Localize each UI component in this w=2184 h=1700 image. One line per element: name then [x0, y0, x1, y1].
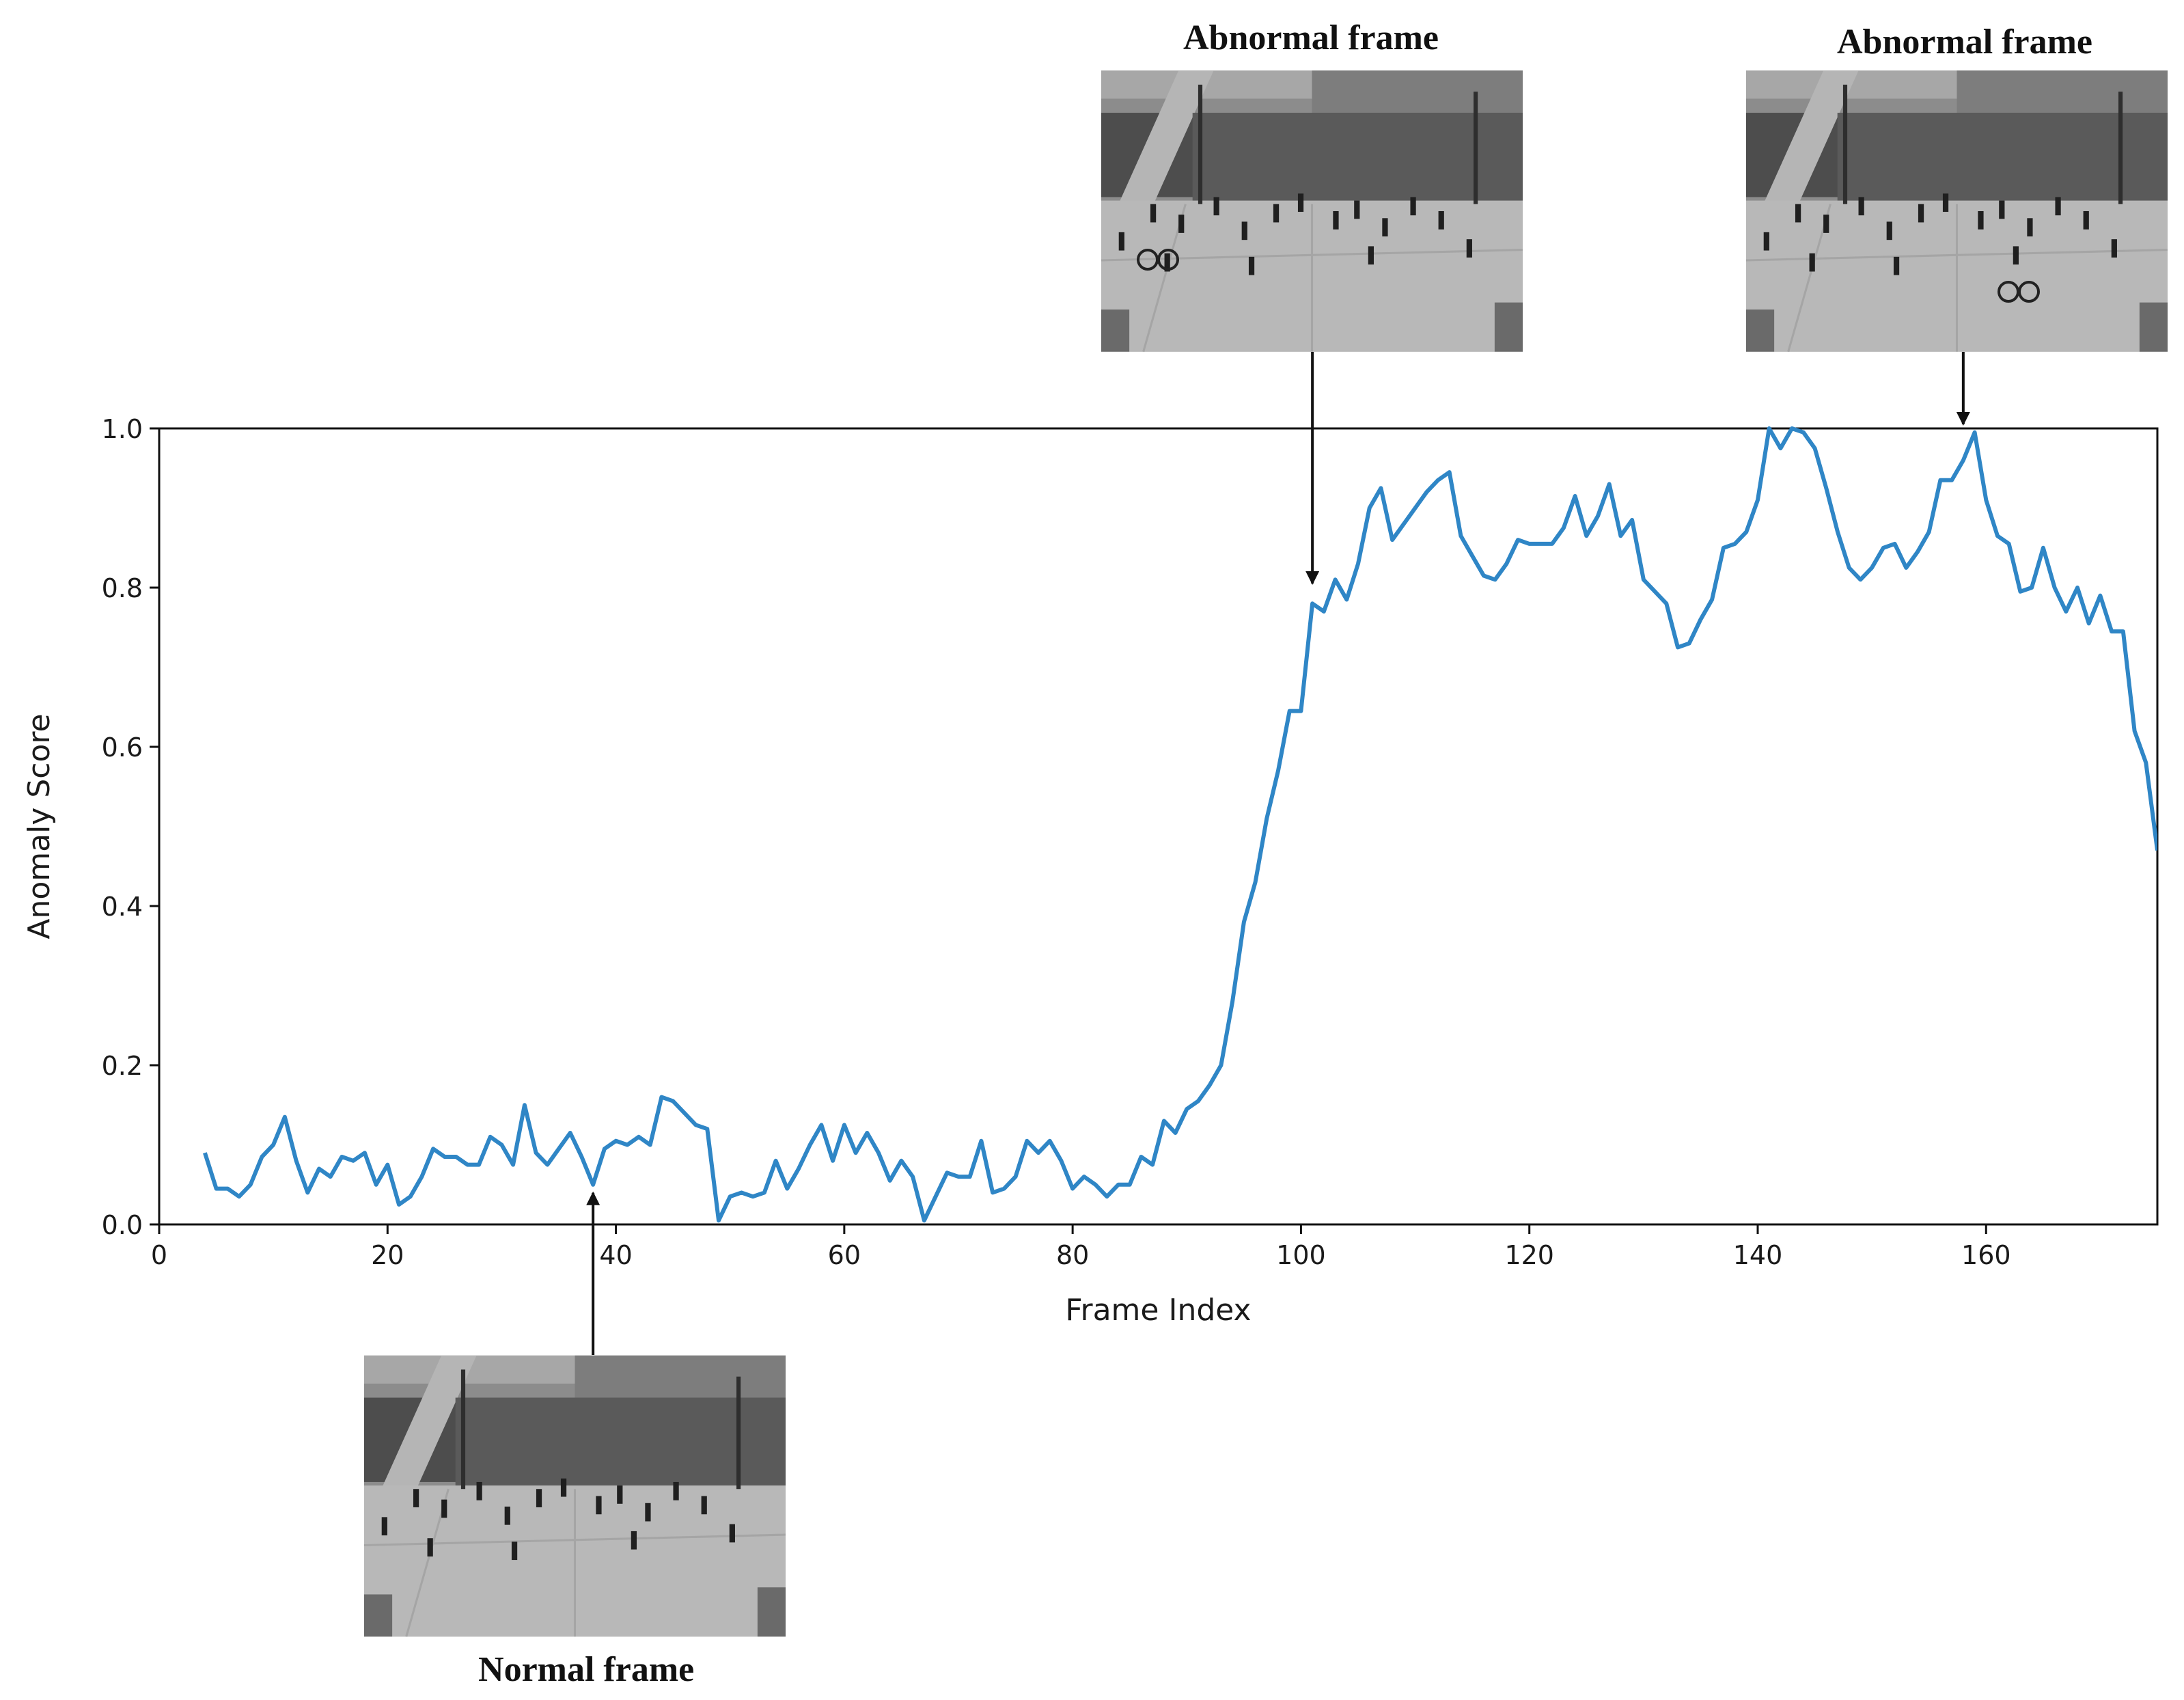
abnormal-frame-thumbnail-1: [1101, 70, 1523, 352]
normal-frame-thumbnail: [364, 1355, 786, 1637]
plot-area: 0 20 40 60 80 100 120 140 160 0.0 0.2 0.4 0.6 0.8 1.0 F…: [22, 414, 2159, 1328]
x-tick-label: 140: [1733, 1240, 1783, 1270]
x-tick-label: 20: [371, 1240, 404, 1270]
y-tick-label: 0.2: [102, 1051, 143, 1081]
x-tick-label: 40: [599, 1240, 632, 1270]
x-tick-label: 100: [1276, 1240, 1326, 1270]
x-tick-label: 80: [1056, 1240, 1089, 1270]
y-axis-title: Anomaly Score: [22, 713, 57, 939]
x-tick-label: 60: [828, 1240, 861, 1270]
abnormal-frame-caption-1: Abnormal frame: [1183, 18, 1439, 57]
x-axis-title: Frame Index: [1065, 1293, 1251, 1328]
abnormal-frame-caption-2: Abnormal frame: [1837, 23, 2092, 61]
plot-frame: [158, 427, 2159, 1226]
y-tick-label: 0.0: [102, 1210, 143, 1240]
annotation-layer: Normal frame Abnormal frame Abnormal frame: [478, 18, 2092, 1689]
y-tick-label: 0.6: [102, 732, 143, 763]
normal-frame-caption: Normal frame: [478, 1650, 694, 1689]
series-line-0: [203, 426, 2157, 1223]
x-tick-label: 0: [151, 1240, 167, 1270]
abnormal-frame-thumbnail-2: [1746, 70, 2168, 352]
y-tick-label: 0.4: [102, 892, 143, 922]
x-tick-label: 120: [1504, 1240, 1554, 1270]
x-tick-label: 160: [1961, 1240, 2011, 1270]
y-tick-label: 1.0: [102, 414, 143, 444]
y-tick-label: 0.8: [102, 573, 143, 603]
